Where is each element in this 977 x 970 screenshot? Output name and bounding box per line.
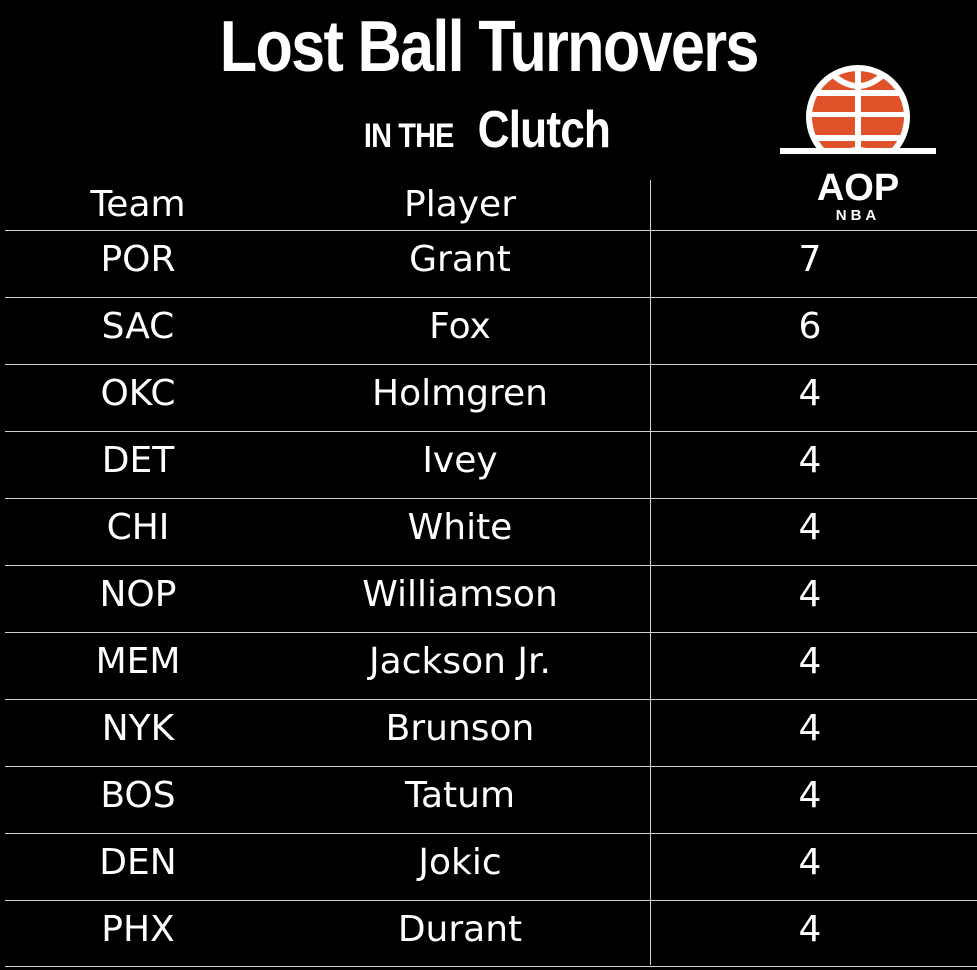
table-row: BOS Tatum 4 — [5, 766, 977, 834]
player-cell: Fox — [429, 306, 491, 347]
subtitle: IN THE Clutch — [0, 100, 977, 160]
value-cell: 4 — [798, 574, 822, 615]
table-row: POR Grant 7 — [5, 230, 977, 298]
team-cell: MEM — [95, 641, 181, 682]
table-row: MEM Jackson Jr. 4 — [5, 632, 977, 700]
team-cell: NOP — [99, 574, 177, 615]
table-row: OKC Holmgren 4 — [5, 364, 977, 432]
team-cell: CHI — [106, 507, 170, 548]
table-row: PHX Durant 4 — [5, 900, 977, 968]
player-cell: Holmgren — [372, 373, 548, 414]
player-cell: Grant — [409, 239, 511, 280]
header-team[interactable]: Team — [90, 184, 186, 225]
player-cell: Brunson — [385, 708, 535, 749]
value-cell: 4 — [798, 842, 822, 883]
team-cell: NYK — [101, 708, 175, 749]
svg-text:AOP: AOP — [817, 167, 899, 209]
player-cell: White — [407, 507, 513, 548]
value-cell: 4 — [798, 708, 822, 749]
svg-text:NBA: NBA — [836, 207, 881, 224]
header-player[interactable]: Player — [403, 184, 517, 225]
value-cell: 6 — [798, 306, 822, 347]
team-cell: DEN — [99, 842, 177, 883]
team-cell: POR — [100, 239, 176, 280]
aop-nba-logo: AOP NBA — [780, 65, 936, 224]
table-row: SAC Fox 6 — [5, 297, 977, 365]
value-cell: 4 — [798, 909, 822, 950]
player-cell: Tatum — [404, 775, 516, 816]
team-cell: BOS — [100, 775, 176, 816]
value-cell: 4 — [798, 641, 822, 682]
team-cell: DET — [101, 440, 175, 481]
table-row: NOP Williamson 4 — [5, 565, 977, 633]
player-cell: Ivey — [422, 440, 498, 481]
player-cell: Durant — [397, 909, 523, 950]
team-cell: OKC — [100, 373, 176, 414]
player-cell: Williamson — [362, 574, 558, 615]
table-row: DEN Jokic 4 — [5, 833, 977, 901]
table-bottom-border — [5, 966, 977, 967]
subtitle-small: IN THE — [363, 117, 454, 155]
player-cell: Jackson Jr. — [369, 641, 551, 682]
table-row: NYK Brunson 4 — [5, 699, 977, 767]
title: Lost Ball Turnovers — [219, 7, 760, 87]
player-cell: Jokic — [418, 842, 502, 883]
value-cell: 7 — [798, 239, 822, 280]
subtitle-big: Clutch — [477, 101, 610, 159]
table-row: DET Ivey 4 — [5, 431, 977, 499]
column-divider — [650, 180, 651, 965]
team-cell: SAC — [101, 306, 175, 347]
value-cell: 4 — [798, 507, 822, 548]
value-cell: 4 — [798, 775, 822, 816]
team-cell: PHX — [101, 909, 175, 950]
table-row: CHI White 4 — [5, 498, 977, 566]
value-cell: 4 — [798, 373, 822, 414]
value-cell: 4 — [798, 440, 822, 481]
